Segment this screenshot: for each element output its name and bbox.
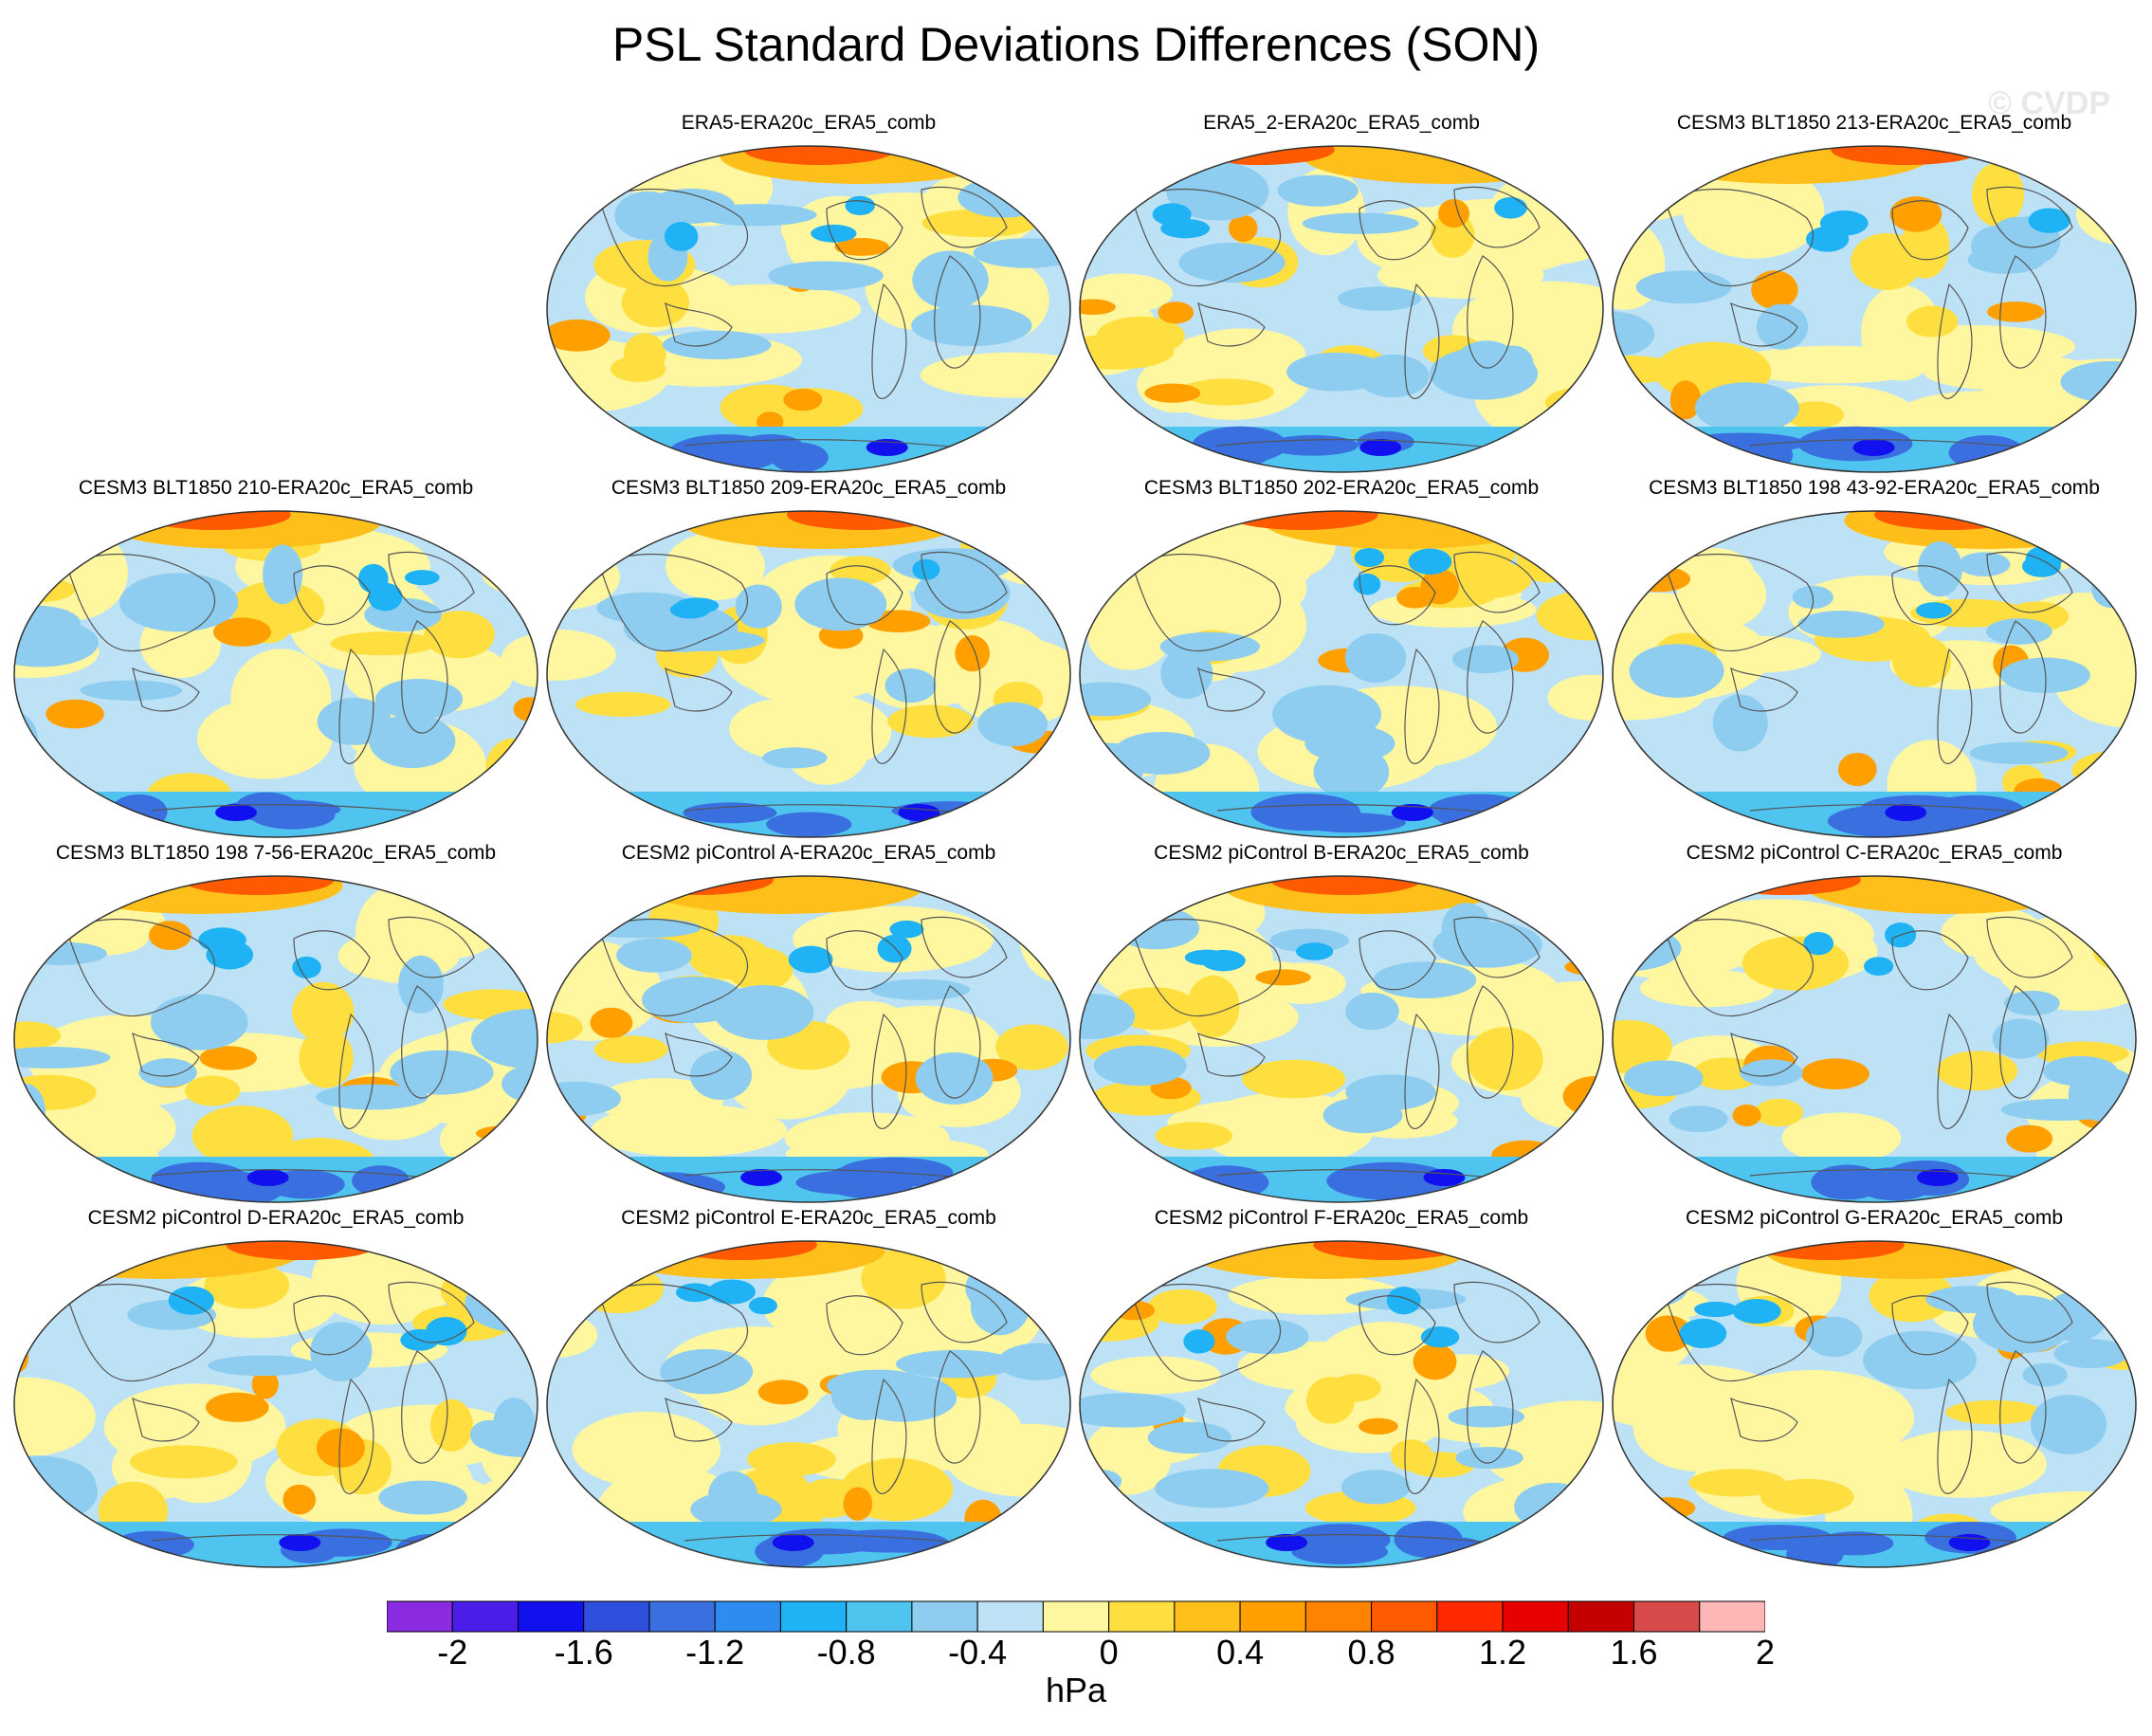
colorbar-swatch — [1567, 1600, 1635, 1633]
colorbar-swatch — [387, 1600, 453, 1633]
map-contour-plot — [13, 510, 538, 838]
colorbar-swatch — [1371, 1600, 1438, 1633]
map-panel: CESM3 BLT1850 198 7-56-ERA20c_ERA5_comb — [9, 842, 542, 1206]
map-panel: CESM2 piControl F-ERA20c_ERA5_comb — [1075, 1207, 1608, 1571]
figure-title: PSL Standard Deviations Differences (SON… — [611, 18, 1541, 71]
map-panel: CESM2 piControl D-ERA20c_ERA5_comb — [9, 1207, 542, 1571]
map-contour-plot — [546, 875, 1071, 1203]
colorbar-swatch — [648, 1600, 716, 1633]
colorbar-swatch — [1239, 1600, 1306, 1633]
colorbar-tick-label: 0 — [1099, 1633, 1119, 1672]
map-contour-plot — [546, 145, 1071, 473]
colorbar-units: hPa — [1045, 1671, 1107, 1709]
colorbar-tick-label: 1.2 — [1479, 1633, 1527, 1672]
panel-title: CESM2 piControl F-ERA20c_ERA5_comb — [1154, 1207, 1529, 1229]
colorbar-tick-label: -1.2 — [685, 1633, 745, 1672]
colorbar-swatch — [1174, 1600, 1241, 1633]
cvdp-watermark: © CVDP — [1988, 85, 2110, 121]
panel-title: CESM2 piControl D-ERA20c_ERA5_comb — [87, 1207, 465, 1229]
colorbar-swatch — [976, 1600, 1044, 1633]
map-contour-plot — [1079, 875, 1604, 1203]
map-panel: ERA5-ERA20c_ERA5_comb — [542, 112, 1075, 476]
map-panel: CESM3 BLT1850 198 43-92-ERA20c_ERA5_comb — [1608, 477, 2141, 841]
colorbar-swatch — [583, 1600, 650, 1633]
panel-title: CESM3 BLT1850 198 7-56-ERA20c_ERA5_comb — [55, 842, 497, 864]
colorbar-swatch — [1502, 1600, 1569, 1633]
panel-title: CESM3 BLT1850 213-ERA20c_ERA5_comb — [1676, 112, 2072, 134]
colorbar-swatch — [1633, 1600, 1701, 1633]
map-panel: CESM2 piControl E-ERA20c_ERA5_comb — [542, 1207, 1075, 1571]
colorbar-swatch — [714, 1600, 781, 1633]
map-panel: ERA5_2-ERA20c_ERA5_comb — [1075, 112, 1608, 476]
panel-title: CESM2 piControl C-ERA20c_ERA5_comb — [1686, 842, 2063, 864]
panel-title: CESM2 piControl B-ERA20c_ERA5_comb — [1154, 842, 1529, 864]
map-contour-plot — [13, 1240, 538, 1568]
map-contour-plot — [1079, 510, 1604, 838]
colorbar-swatch — [451, 1600, 519, 1633]
colorbar-swatch — [1042, 1600, 1110, 1633]
map-panel: CESM3 BLT1850 213-ERA20c_ERA5_comb — [1608, 112, 2141, 476]
colorbar-swatch — [1108, 1600, 1176, 1633]
colorbar-labels: -2 -1.6 -1.2 -0.8 -0.4 0 0.4 0.8 1.2 1.6 2 — [387, 1633, 1775, 1676]
panel-title: CESM2 piControl A-ERA20c_ERA5_comb — [621, 842, 996, 864]
map-contour-plot — [1612, 1240, 2137, 1568]
map-contour-plot — [1612, 875, 2137, 1203]
colorbar — [387, 1600, 1765, 1633]
map-contour-plot — [546, 510, 1071, 838]
colorbar-swatch — [911, 1600, 978, 1633]
panel-title: CESM3 BLT1850 209-ERA20c_ERA5_comb — [611, 477, 1007, 499]
colorbar-tick-label: 0.8 — [1347, 1633, 1395, 1672]
map-panel: CESM2 piControl C-ERA20c_ERA5_comb — [1608, 842, 2141, 1206]
colorbar-swatch — [1304, 1600, 1373, 1633]
map-panel: CESM2 piControl G-ERA20c_ERA5_comb — [1608, 1207, 2141, 1571]
map-contour-plot — [13, 875, 538, 1203]
panel-title: ERA5-ERA20c_ERA5_comb — [681, 112, 937, 134]
map-panel: CESM2 piControl A-ERA20c_ERA5_comb — [542, 842, 1075, 1206]
map-contour-plot — [1079, 145, 1604, 473]
map-panel: CESM3 BLT1850 202-ERA20c_ERA5_comb — [1075, 477, 1608, 841]
panel-title: ERA5_2-ERA20c_ERA5_comb — [1203, 112, 1480, 134]
colorbar-tick-label: -1.6 — [554, 1633, 613, 1672]
panel-title: CESM3 BLT1850 198 43-92-ERA20c_ERA5_comb — [1649, 477, 2100, 499]
map-contour-plot — [1612, 145, 2137, 473]
colorbar-tick-label: -0.4 — [948, 1633, 1008, 1672]
colorbar-swatch — [779, 1600, 848, 1633]
colorbar-swatch — [1699, 1600, 1765, 1633]
panel-title: CESM3 BLT1850 202-ERA20c_ERA5_comb — [1143, 477, 1540, 499]
colorbar-tick-label: -2 — [437, 1633, 468, 1672]
map-panel: CESM3 BLT1850 209-ERA20c_ERA5_comb — [542, 477, 1075, 841]
panel-title: CESM2 piControl E-ERA20c_ERA5_comb — [621, 1207, 996, 1229]
map-contour-plot — [546, 1240, 1071, 1568]
colorbar-tick-label: 2 — [1755, 1633, 1776, 1672]
colorbar-tick-label: 1.6 — [1610, 1633, 1658, 1672]
colorbar-swatch — [517, 1600, 585, 1633]
map-contour-plot — [1079, 1240, 1604, 1568]
panel-title: CESM3 BLT1850 210-ERA20c_ERA5_comb — [78, 477, 474, 499]
map-contour-plot — [1612, 510, 2137, 838]
map-panel: CESM3 BLT1850 210-ERA20c_ERA5_comb — [9, 477, 542, 841]
colorbar-tick-label: 0.4 — [1216, 1633, 1265, 1672]
map-panel: CESM2 piControl B-ERA20c_ERA5_comb — [1075, 842, 1608, 1206]
colorbar-swatch — [1436, 1600, 1504, 1633]
colorbar-tick-label: -0.8 — [816, 1633, 876, 1672]
colorbar-swatch — [846, 1600, 913, 1633]
panel-title: CESM2 piControl G-ERA20c_ERA5_comb — [1686, 1207, 2063, 1229]
